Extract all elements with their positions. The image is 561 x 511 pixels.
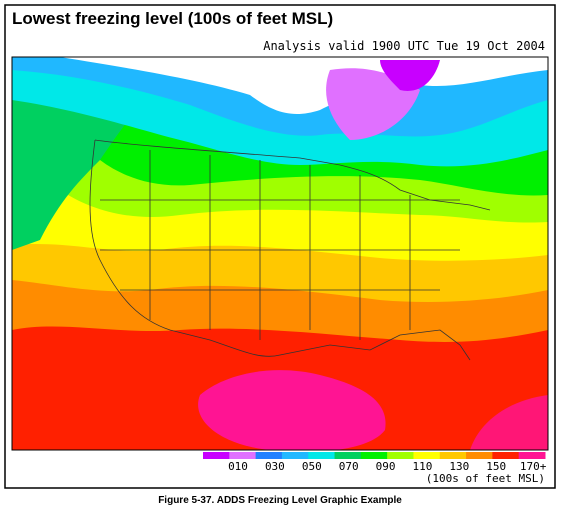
legend-label: 130 bbox=[449, 460, 469, 473]
legend-label: 010 bbox=[228, 460, 248, 473]
legend-swatch bbox=[413, 452, 441, 459]
legend-label: 150 bbox=[486, 460, 506, 473]
legend-swatch bbox=[308, 452, 336, 459]
legend-label: 110 bbox=[413, 460, 433, 473]
legend-unit: (100s of feet MSL) bbox=[426, 472, 545, 485]
legend-label: 070 bbox=[339, 460, 359, 473]
map bbox=[12, 57, 548, 450]
legend-label: 030 bbox=[265, 460, 285, 473]
legend-swatch bbox=[360, 452, 388, 459]
legend-label: 090 bbox=[376, 460, 396, 473]
subtitle: Analysis valid 1900 UTC Tue 19 Oct 2004 bbox=[263, 39, 545, 53]
legend-swatch bbox=[229, 452, 257, 459]
legend-label: 170+ bbox=[520, 460, 547, 473]
legend-swatch bbox=[255, 452, 283, 459]
legend-swatch bbox=[203, 452, 230, 459]
legend-swatch bbox=[387, 452, 414, 459]
caption: Figure 5-37. ADDS Freezing Level Graphic… bbox=[158, 495, 402, 506]
legend-swatch bbox=[492, 452, 520, 459]
legend-swatch bbox=[439, 452, 467, 459]
map-border bbox=[11, 56, 549, 451]
legend: 010 030 050 070 090 110 130 150 170+(100s of fee… bbox=[203, 452, 547, 485]
legend-swatch bbox=[281, 452, 309, 459]
legend-label: 050 bbox=[302, 460, 322, 473]
legend-swatch bbox=[466, 452, 493, 459]
legend-swatch bbox=[334, 452, 362, 459]
legend-swatch bbox=[518, 452, 546, 459]
title: Lowest freezing level (100s of feet MSL) bbox=[12, 9, 333, 28]
